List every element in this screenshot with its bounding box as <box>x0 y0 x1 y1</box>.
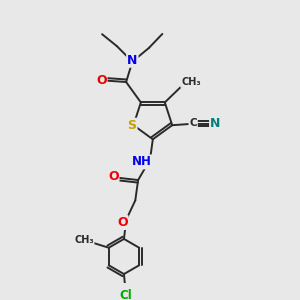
Text: NH: NH <box>132 155 152 168</box>
Text: O: O <box>108 170 119 183</box>
Text: N: N <box>127 54 137 67</box>
Text: O: O <box>96 74 106 86</box>
Text: N: N <box>210 117 220 130</box>
Text: CH₃: CH₃ <box>74 236 94 245</box>
Text: CH₃: CH₃ <box>181 77 201 87</box>
Text: C: C <box>189 118 197 128</box>
Text: S: S <box>128 119 136 132</box>
Text: O: O <box>117 216 128 229</box>
Text: Cl: Cl <box>119 289 132 300</box>
